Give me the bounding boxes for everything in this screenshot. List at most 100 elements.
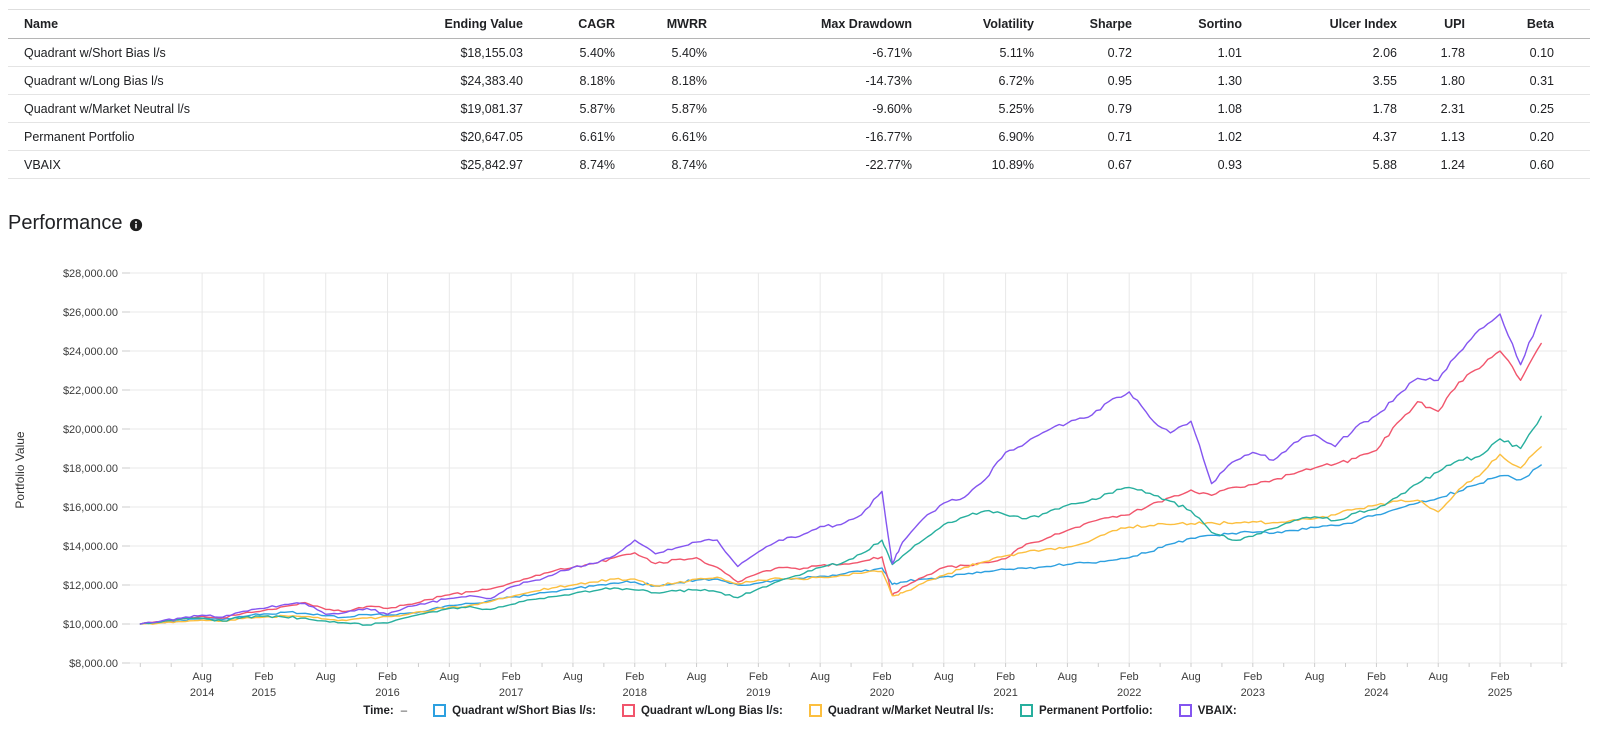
cell-mwrr: 6.61% [616,122,708,151]
cell-sortino: 1.08 [1133,94,1243,123]
col-header-volatility: Volatility [913,9,1035,39]
cell-upi: 1.78 [1398,38,1466,67]
cell-max-drawdown: -6.71% [708,38,913,67]
cell-volatility: 5.11% [913,38,1035,67]
stats-table: Name Ending Value CAGR MWRR Max Drawdown Vola… [8,9,1590,179]
x-tick-label: Aug [1181,671,1201,683]
legend-item-permanent-portfolio: Permanent Portfolio: [1019,704,1153,717]
x-tick-label: Feb [1367,671,1386,683]
performance-title: Performance [8,212,123,234]
col-header-mwrr: MWRR [616,9,708,39]
legend-time-label: Time: [363,704,394,717]
y-tick-label: $18,000.00 [63,463,118,475]
cell-upi: 1.80 [1398,66,1466,95]
cell-name: Permanent Portfolio [8,122,438,151]
x-tick-year: 2023 [1241,687,1265,699]
legend-label: Quadrant w/Short Bias l/s: [452,704,596,717]
legend-label: VBAIX: [1197,704,1237,717]
y-tick-label: $10,000.00 [63,619,118,631]
cell-sharpe: 0.71 [1035,122,1133,151]
legend-label: Permanent Portfolio: [1038,704,1153,717]
performance-heading: Performance [8,212,143,235]
x-tick-label: Aug [687,671,707,683]
x-tick-label: Aug [440,671,460,683]
chart-legend: Time: – Quadrant w/Short Bias l/s: Quadrant… [0,704,1600,717]
legend-item-quadrant-w-long-bias-l-s: Quadrant w/Long Bias l/s: [621,704,783,717]
cell-beta: 0.20 [1466,122,1590,151]
cell-ending-value: $24,383.40 [438,66,524,95]
cell-cagr: 5.87% [524,94,616,123]
cell-sharpe: 0.67 [1035,150,1133,179]
cell-sortino: 0.93 [1133,150,1243,179]
performance-chart[interactable]: $8,000.00 $10,000.00 $12,000.00 $14,000.00 $… [0,250,1600,741]
cell-sortino: 1.02 [1133,122,1243,151]
legend-label: Quadrant w/Long Bias l/s: [640,704,783,717]
cell-ending-value: $19,081.37 [438,94,524,123]
cell-ulcer-index: 4.37 [1243,122,1398,151]
x-tick-label: Feb [872,671,891,683]
cell-cagr: 8.74% [524,150,616,179]
x-tick-label: Feb [1120,671,1139,683]
x-tick-year: 2015 [252,687,276,699]
y-axis-title: Portfolio Value [13,431,27,509]
y-tick-label: $28,000.00 [63,268,118,280]
cell-max-drawdown: -22.77% [708,150,913,179]
x-tick-year: 2020 [870,687,894,699]
cell-ulcer-index: 2.06 [1243,38,1398,67]
legend-swatch [1178,704,1192,717]
x-tick-year: 2022 [1117,687,1141,699]
x-tick-year: 2019 [746,687,770,699]
x-tick-year: 2024 [1364,687,1388,699]
cell-volatility: 6.90% [913,122,1035,151]
cell-ending-value: $18,155.03 [438,38,524,67]
table-row-vbaix: VBAIX $25,842.97 8.74% 8.74% -22.77% 10.89% 0.… [8,150,1590,179]
col-header-sortino: Sortino [1133,9,1243,39]
x-tick-label: Feb [1243,671,1262,683]
series-line-permanent-portfolio [139,415,1542,626]
series-line-quadrant-w-long-bias-l-s [139,342,1542,625]
x-tick-year: 2018 [623,687,647,699]
cell-name: Quadrant w/Long Bias l/s [8,66,438,95]
table-row-quadrant-w-short-bias-l-s: Quadrant w/Short Bias l/s $18,155.03 5.40%… [8,38,1590,67]
series-line-quadrant-w-short-bias-l-s [139,464,1542,625]
col-header-name: Name [8,9,438,39]
col-header-ending-value: Ending Value [438,9,524,39]
cell-max-drawdown: -9.60% [708,94,913,123]
x-tick-label: Aug [316,671,336,683]
cell-volatility: 6.72% [913,66,1035,95]
x-tick-label: Aug [1305,671,1325,683]
x-tick-year: 2021 [993,687,1017,699]
col-header-beta: Beta [1466,9,1590,39]
y-tick-label: $24,000.00 [63,346,118,358]
cell-sharpe: 0.72 [1035,38,1133,67]
series-line-quadrant-w-market-neutral-l-s [139,446,1542,625]
performance-chart-area: $8,000.00 $10,000.00 $12,000.00 $14,000.00 $… [0,250,1600,741]
cell-sharpe: 0.79 [1035,94,1133,123]
cell-cagr: 5.40% [524,38,616,67]
legend-swatch [621,704,635,717]
cell-upi: 2.31 [1398,94,1466,123]
table-row-quadrant-w-market-neutral-l-s: Quadrant w/Market Neutral l/s $19,081.37 5… [8,94,1590,123]
info-icon[interactable] [129,218,143,232]
y-tick-label: $26,000.00 [63,307,118,319]
table-row-quadrant-w-long-bias-l-s: Quadrant w/Long Bias l/s $24,383.40 8.18% 8… [8,66,1590,95]
cell-ulcer-index: 1.78 [1243,94,1398,123]
legend-item-vbaix: VBAIX: [1178,704,1237,717]
legend-swatch [1019,704,1033,717]
y-tick-label: $8,000.00 [69,658,118,670]
y-tick-label: $12,000.00 [63,580,118,592]
legend-swatch [433,704,447,717]
y-tick-label: $22,000.00 [63,385,118,397]
col-header-ulcer-index: Ulcer Index [1243,9,1398,39]
cell-volatility: 5.25% [913,94,1035,123]
cell-beta: 0.31 [1466,66,1590,95]
cell-cagr: 8.18% [524,66,616,95]
x-tick-year: 2025 [1488,687,1512,699]
col-header-max-drawdown: Max Drawdown [708,9,913,39]
col-header-cagr: CAGR [524,9,616,39]
legend-item-quadrant-w-market-neutral-l-s: Quadrant w/Market Neutral l/s: [808,704,994,717]
table-row-permanent-portfolio: Permanent Portfolio $20,647.05 6.61% 6.61% -… [8,122,1590,151]
cell-beta: 0.25 [1466,94,1590,123]
x-tick-label: Aug [192,671,212,683]
